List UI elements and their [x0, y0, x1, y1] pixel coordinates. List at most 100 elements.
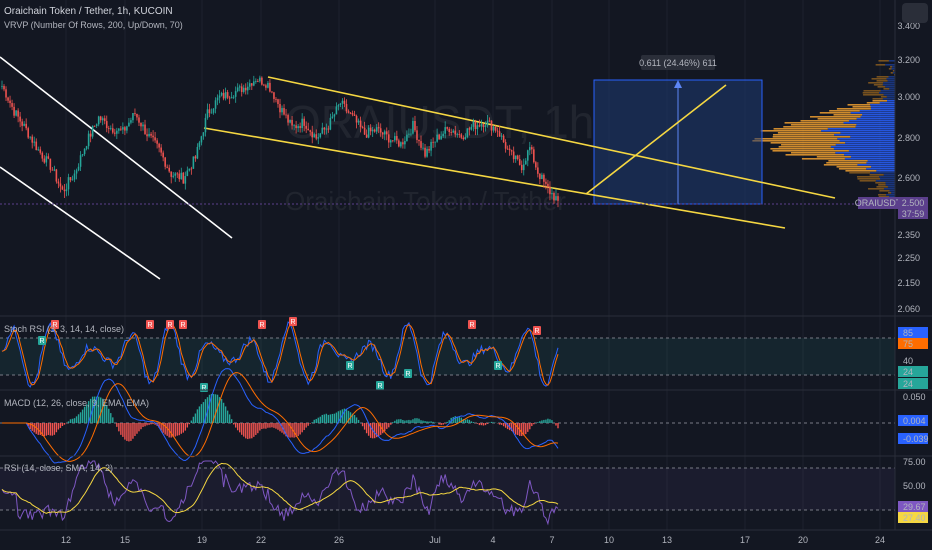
- candle-body: [109, 128, 112, 130]
- stoch-signal-marker-label: R: [201, 385, 206, 392]
- macd-histogram-bar: [116, 423, 118, 427]
- macd-histogram-bar: [365, 423, 368, 434]
- macd-histogram-bar: [355, 417, 358, 423]
- candle-body: [371, 129, 374, 132]
- candle-body: [522, 164, 525, 171]
- macd-histogram-bar: [37, 423, 39, 435]
- candle-body: [263, 84, 265, 86]
- candle-body: [97, 116, 100, 125]
- candle-body: [166, 166, 168, 168]
- candle-body: [192, 156, 195, 169]
- volume-profile-up-bar: [850, 156, 895, 158]
- macd-histogram-bar: [226, 410, 229, 423]
- volume-profile-down-bar: [890, 72, 893, 74]
- volume-profile-down-bar: [868, 82, 884, 84]
- candle-body: [398, 140, 400, 147]
- macd-histogram-bar: [442, 423, 444, 425]
- volume-profile-down-bar: [878, 60, 889, 62]
- candle-body: [259, 77, 261, 82]
- projection-line[interactable]: [585, 84, 727, 195]
- candle-body: [261, 77, 263, 85]
- stoch-signal-marker-label: R: [534, 328, 539, 335]
- candle-body: [128, 122, 130, 127]
- macd-histogram-bar: [43, 423, 46, 437]
- chart-settings-button[interactable]: [902, 3, 928, 23]
- candle-body: [426, 148, 428, 157]
- time-tick-label: 12: [61, 535, 71, 545]
- volume-profile-down-bar: [838, 168, 867, 170]
- candle-body: [55, 169, 58, 182]
- volume-profile-down-bar: [790, 124, 857, 126]
- yellow-channel-lower[interactable]: [203, 127, 786, 229]
- macd-histogram-bar: [249, 423, 251, 439]
- volume-profile-up-bar: [876, 170, 895, 172]
- macd-histogram-bar: [186, 423, 189, 428]
- candle-body: [194, 156, 197, 159]
- macd-histogram-bar: [291, 423, 293, 438]
- macd-histogram-bar: [104, 401, 106, 423]
- rsi-legend[interactable]: RSI (14, close, SMA, 14, 2): [4, 463, 113, 473]
- candle-body: [283, 108, 285, 115]
- candle-body: [79, 155, 82, 167]
- candle-body: [164, 157, 166, 167]
- macd-histogram-bar: [130, 423, 132, 441]
- candle-body: [73, 173, 76, 180]
- price-axis[interactable]: 3.400 3.200 3.000 2.800 2.600 2.350 2.250 2.150…: [897, 21, 929, 523]
- macd-histogram-bar: [303, 423, 305, 431]
- macd-histogram-bar: [555, 423, 557, 426]
- volume-profile-down-bar: [781, 144, 836, 146]
- macd-signal-value: -0.039: [903, 434, 929, 444]
- volume-profile-down-bar: [816, 156, 851, 158]
- macd-histogram-bar: [335, 412, 338, 423]
- stoch-level-value: 24: [903, 379, 913, 389]
- macd-histogram-bar: [341, 409, 344, 423]
- stoch-signal-marker-label: R: [259, 322, 264, 329]
- candle-body: [535, 162, 537, 168]
- macd-legend[interactable]: MACD (12, 26, close, 9, EMA, EMA): [4, 398, 149, 408]
- volume-profile-down-bar: [828, 160, 868, 162]
- volume-profile-up-bar: [844, 154, 895, 156]
- macd-histogram-bar: [110, 413, 112, 423]
- volume-profile-down-bar: [872, 100, 888, 102]
- volume-profile-up-bar: [860, 116, 895, 118]
- macd-histogram-bar: [67, 421, 70, 423]
- yellow-channel-upper[interactable]: [267, 76, 836, 199]
- candle-body: [464, 137, 467, 140]
- stoch-rsi-legend[interactable]: Stoch RSI (3, 3, 14, 14, close): [4, 324, 124, 334]
- macd-histogram-bar: [313, 419, 315, 423]
- candle-body: [232, 96, 235, 98]
- candle-body: [83, 148, 86, 155]
- volume-profile-up-bar: [827, 128, 895, 130]
- stoch-d-line: [1, 323, 559, 386]
- candle-body: [47, 156, 50, 159]
- candle-body: [27, 128, 29, 138]
- volume-profile-down-bar: [878, 184, 886, 186]
- stoch-signal-marker: [346, 361, 354, 370]
- candle-body: [337, 105, 340, 107]
- volume-profile-down-bar: [801, 158, 845, 160]
- macd-histogram-bar: [363, 423, 366, 430]
- time-axis[interactable]: 12 15 19 22 26 Jul 4 7 10 13 17 20 24: [61, 535, 885, 545]
- volume-profile-down-bar: [845, 170, 877, 172]
- candle-body: [81, 154, 84, 156]
- vrvp-legend[interactable]: VRVP (Number Of Rows, 200, Up/Down, 70): [4, 20, 183, 30]
- candle-body: [315, 134, 318, 139]
- macd-histogram-bar: [357, 419, 360, 423]
- macd-histogram-bar: [446, 421, 448, 423]
- macd-histogram-bar: [61, 423, 64, 427]
- volume-profile-up-bar: [844, 158, 895, 160]
- candle-body: [514, 155, 517, 160]
- candle-body: [158, 143, 160, 148]
- macd-histogram-bar: [57, 423, 60, 430]
- candle-body: [394, 136, 396, 141]
- candle-body: [404, 140, 406, 145]
- candle-body: [230, 97, 233, 99]
- volume-profile-up-bar: [843, 122, 895, 124]
- time-tick-label: 20: [798, 535, 808, 545]
- white-channel-upper[interactable]: [0, 56, 233, 239]
- candle-body: [508, 148, 511, 151]
- measure-tool[interactable]: 0.611 (24.46%) 611: [593, 55, 763, 205]
- macd-histogram-bar: [424, 421, 426, 423]
- white-channel-lower[interactable]: [0, 166, 161, 280]
